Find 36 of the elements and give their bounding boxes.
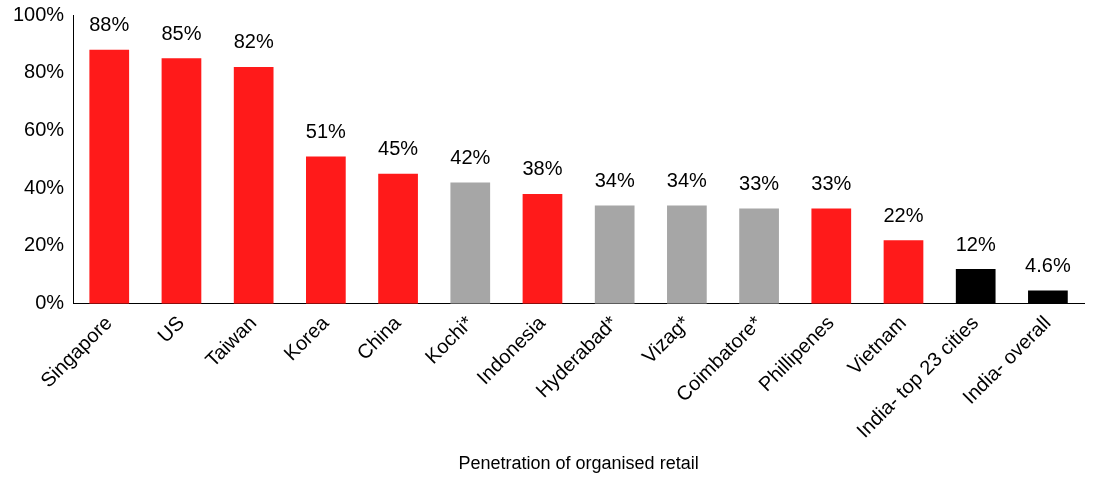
- data-label: 88%: [89, 13, 130, 36]
- data-label: 4.6%: [1025, 253, 1071, 276]
- data-label: 85%: [161, 21, 202, 44]
- bar: [739, 208, 779, 304]
- data-label: 51%: [305, 119, 347, 142]
- bar: [89, 49, 130, 304]
- data-label: 38%: [522, 157, 563, 180]
- data-label: 82%: [233, 30, 274, 53]
- data-label: 33%: [739, 171, 780, 194]
- bar: [811, 208, 852, 304]
- y-tick-label: 40%: [24, 175, 65, 198]
- y-tick-label: 20%: [24, 233, 65, 256]
- data-label: 34%: [666, 169, 708, 192]
- y-tick-label: 80%: [24, 60, 65, 83]
- x-axis-title: Penetration of organised retail: [458, 453, 699, 474]
- data-label: 12%: [955, 232, 996, 255]
- bar: [522, 193, 563, 304]
- bar: [883, 240, 924, 304]
- bar: [378, 173, 418, 304]
- data-label: 22%: [883, 203, 924, 226]
- bar: [955, 269, 996, 304]
- y-tick-label: 100%: [13, 2, 65, 25]
- x-tick-label: US: [152, 311, 189, 347]
- bar: [233, 66, 274, 304]
- bar: [161, 58, 202, 304]
- bar: [306, 156, 346, 304]
- data-label: 34%: [594, 169, 635, 192]
- bar: [450, 182, 491, 304]
- data-label: 45%: [378, 137, 419, 160]
- bar: [667, 205, 707, 304]
- bar: [1028, 290, 1068, 304]
- y-tick-label: 60%: [24, 117, 65, 140]
- y-tick-label: 0%: [35, 291, 65, 314]
- bar: [594, 205, 635, 304]
- data-label: 42%: [450, 145, 491, 168]
- data-label: 33%: [811, 171, 852, 194]
